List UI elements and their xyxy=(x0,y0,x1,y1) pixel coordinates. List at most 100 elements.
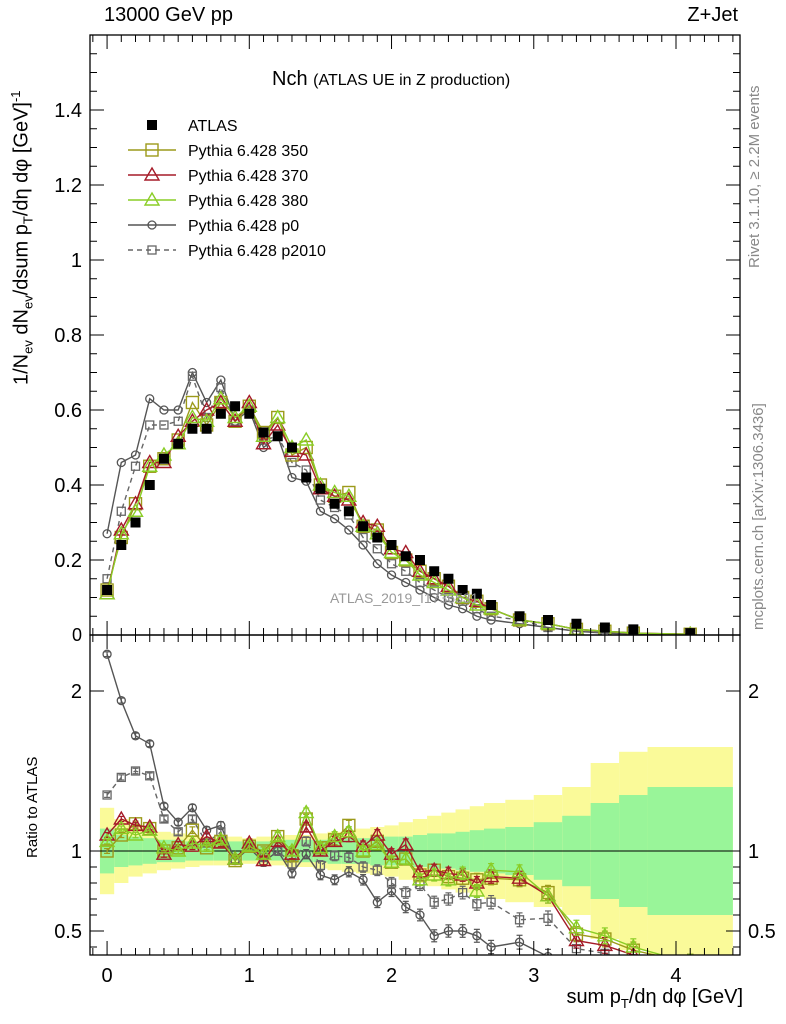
ratio-point-p0 xyxy=(572,959,580,967)
x-tick-label: 0 xyxy=(102,965,113,987)
data-point-data xyxy=(386,540,397,550)
data-point-p2010 xyxy=(173,416,183,426)
data-point-data xyxy=(102,585,113,595)
ratio-point-p2010 xyxy=(173,827,183,837)
data-point-p0 xyxy=(386,570,397,580)
ratio-point-p0 xyxy=(686,959,694,967)
data-point-p370 xyxy=(440,577,457,592)
ratio-point-p2010 xyxy=(429,897,439,907)
ratio-point-p0 xyxy=(429,931,439,941)
axis-ticks: 0 1 2 3 4 0.2 0.4 0.6 0.8 1 1.2 1.4 0 0.5 0.5 1 1 2 2 xyxy=(54,34,776,987)
data-point-p2010 xyxy=(386,559,397,569)
data-point-p0 xyxy=(315,506,326,516)
ratio-point-p380 xyxy=(98,833,116,848)
ratio-point-p370 xyxy=(312,842,329,857)
x-tick-label: 1 xyxy=(244,965,255,987)
legend-label-p350: Pythia 6.428 350 xyxy=(188,143,308,160)
mcplots-label: mcplots.cern.ch [arXiv:1306.3436] xyxy=(750,403,767,630)
ratio-point-p370 xyxy=(397,836,414,851)
ratio-y-axis-label: Ratio to ATLAS xyxy=(24,756,41,858)
header-right: Z+Jet xyxy=(687,4,738,26)
ratio-point-p380 xyxy=(482,861,500,876)
ratio-point-p2010 xyxy=(145,771,155,781)
data-point-p350 xyxy=(185,395,200,410)
data-point-p370 xyxy=(468,592,486,607)
data-point-data xyxy=(358,521,369,532)
data-point-p0 xyxy=(287,472,297,483)
data-point-p2010 xyxy=(145,420,155,430)
ratio-point-p380 xyxy=(689,954,691,955)
data-point-p380 xyxy=(454,589,471,604)
ratio-point-p370 xyxy=(113,810,130,825)
data-point-data xyxy=(429,566,440,577)
x-tick-label: 2 xyxy=(386,965,397,987)
data-point-p0 xyxy=(329,514,340,524)
ratio-point-p0 xyxy=(514,937,525,947)
data-point-data xyxy=(571,618,582,629)
ratio-point-p0 xyxy=(472,931,482,941)
legend-marker-p370 xyxy=(143,166,161,181)
ratio-point-p0 xyxy=(329,875,340,885)
ratio-point-p380 xyxy=(127,826,144,841)
ratio-point-p2010 xyxy=(457,887,468,898)
data-point-data xyxy=(486,600,497,610)
data-point-data xyxy=(286,442,297,453)
ratio-point-p0 xyxy=(344,867,354,877)
ratio-point-p380 xyxy=(440,871,457,886)
ratio-point-p0 xyxy=(601,959,609,967)
ratio-point-p380 xyxy=(169,842,187,857)
data-point-p370 xyxy=(369,517,386,532)
watermark: ATLAS_2019_I1736531 xyxy=(330,590,479,606)
ratio-point-p2010 xyxy=(159,814,169,824)
ratio-point-p0 xyxy=(116,695,126,706)
ratio-point-p0 xyxy=(301,849,311,859)
ratio-point-p380 xyxy=(383,853,400,868)
ratio-point-p380 xyxy=(468,882,486,897)
data-point-p0 xyxy=(401,577,411,588)
ratio-point-p2010 xyxy=(629,959,637,967)
ratio-point-p370 xyxy=(689,954,691,955)
data-point-p2010 xyxy=(486,611,496,621)
ratio-point-p2010 xyxy=(329,851,340,861)
data-point-data xyxy=(258,427,269,438)
ratio-point-p0 xyxy=(173,817,183,827)
data-point-p350 xyxy=(100,583,114,597)
ratio-point-p380 xyxy=(369,836,386,851)
data-point-data xyxy=(599,622,610,633)
data-point-data xyxy=(514,611,525,622)
y-tick-label: 0.4 xyxy=(54,475,82,497)
ratio-point-p2010 xyxy=(102,790,112,800)
data-point-data xyxy=(173,438,184,449)
plot-title: Nch (ATLAS UE in Z production) xyxy=(272,68,510,91)
ratio-y-tick-label-right: 1 xyxy=(748,841,759,863)
x-axis-label: sum pT/dη dφ [GeV] xyxy=(566,986,743,1011)
data-point-data xyxy=(443,573,454,584)
ratio-point-p2010 xyxy=(443,894,454,904)
data-point-p0 xyxy=(145,394,155,404)
data-point-p2010 xyxy=(130,461,141,471)
data-point-p380 xyxy=(127,502,144,517)
ratio-line-p0 xyxy=(106,653,547,955)
ratio-point-p380 xyxy=(226,850,244,865)
data-point-data xyxy=(471,588,482,599)
ratio-point-p380 xyxy=(113,820,130,835)
ratio-point-p380 xyxy=(568,919,585,934)
rivet-label: Rivet 3.1.10, ≥ 2.2M events xyxy=(746,85,763,269)
ratio-point-p2010 xyxy=(130,766,141,776)
data-point-data xyxy=(144,480,155,490)
data-point-p2010 xyxy=(429,585,439,595)
ratio-point-p2010 xyxy=(116,772,126,783)
ratio-point-p370 xyxy=(127,817,144,832)
ratio-y-tick-label-right: 0.5 xyxy=(748,921,776,943)
data-point-p2010 xyxy=(443,592,454,603)
ratio-point-p2010 xyxy=(472,899,482,909)
data-point-p2010 xyxy=(401,566,411,576)
ratio-point-p380 xyxy=(255,845,272,860)
data-point-p370 xyxy=(212,394,230,409)
data-point-data xyxy=(542,615,553,625)
plot-title-main: Nch xyxy=(272,68,308,90)
data-point-p380 xyxy=(468,596,486,611)
y-tick-label: 0.6 xyxy=(54,400,82,422)
ratio-point-p380 xyxy=(297,804,315,819)
ratio-point-p0 xyxy=(629,959,637,967)
